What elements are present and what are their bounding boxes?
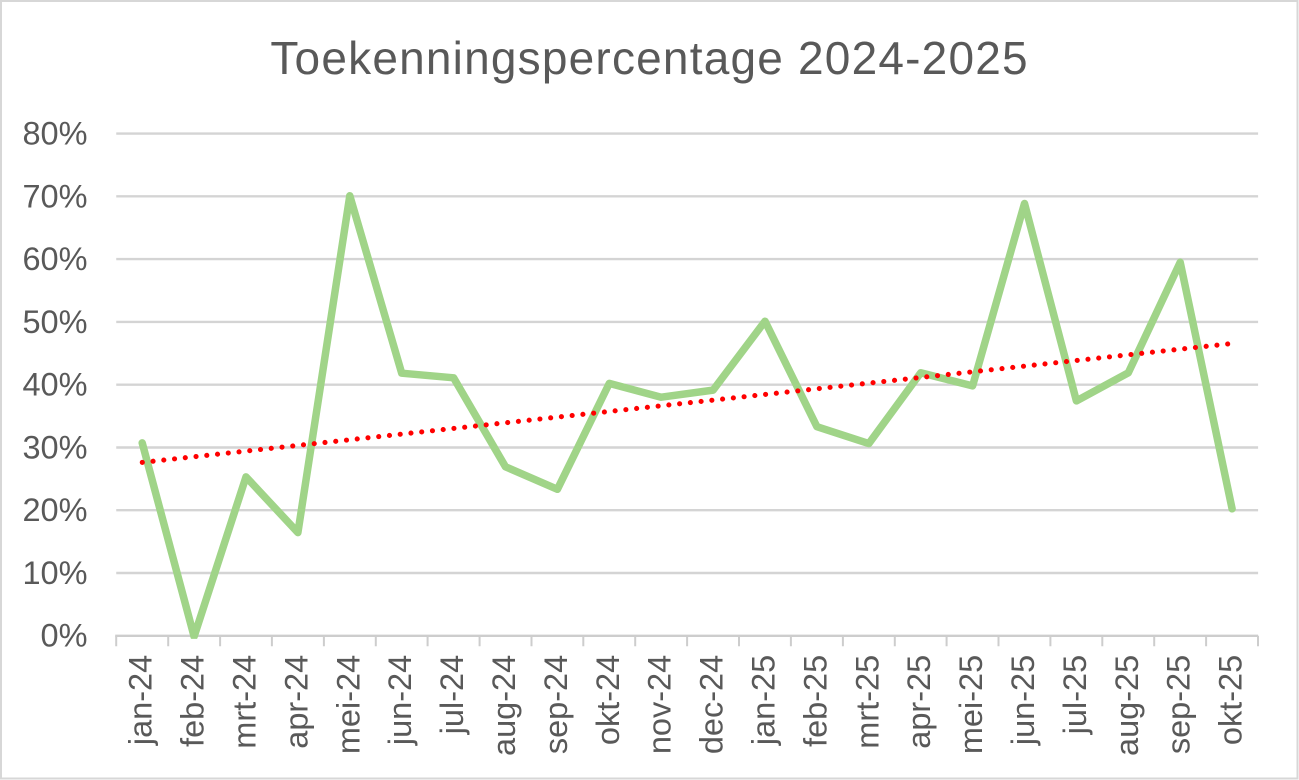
svg-text:jan-25: jan-25 bbox=[746, 655, 782, 746]
svg-text:sep-24: sep-24 bbox=[538, 655, 574, 754]
svg-text:10%: 10% bbox=[22, 555, 87, 591]
svg-text:aug-25: aug-25 bbox=[1109, 655, 1145, 756]
svg-text:okt-24: okt-24 bbox=[590, 655, 626, 745]
svg-text:20%: 20% bbox=[22, 492, 87, 528]
svg-text:40%: 40% bbox=[22, 367, 87, 403]
svg-text:sep-25: sep-25 bbox=[1161, 655, 1197, 754]
svg-text:jul-25: jul-25 bbox=[1057, 655, 1093, 736]
svg-text:nov-24: nov-24 bbox=[642, 655, 678, 754]
svg-text:dec-24: dec-24 bbox=[694, 655, 730, 754]
svg-text:30%: 30% bbox=[22, 429, 87, 465]
svg-text:mrt-25: mrt-25 bbox=[849, 655, 885, 749]
svg-text:apr-24: apr-24 bbox=[278, 655, 314, 749]
svg-text:Toekenningspercentage 2024-202: Toekenningspercentage 2024-2025 bbox=[270, 32, 1028, 84]
svg-text:mei-25: mei-25 bbox=[953, 655, 989, 754]
svg-text:60%: 60% bbox=[22, 241, 87, 277]
svg-text:apr-25: apr-25 bbox=[901, 655, 937, 749]
svg-text:okt-25: okt-25 bbox=[1213, 655, 1249, 745]
svg-text:0%: 0% bbox=[41, 618, 88, 654]
svg-text:feb-24: feb-24 bbox=[175, 655, 211, 747]
svg-text:80%: 80% bbox=[22, 116, 87, 152]
svg-text:aug-24: aug-24 bbox=[486, 655, 522, 756]
svg-text:jun-25: jun-25 bbox=[1005, 655, 1041, 746]
svg-text:mrt-24: mrt-24 bbox=[227, 655, 263, 749]
svg-text:50%: 50% bbox=[22, 304, 87, 340]
svg-text:jul-24: jul-24 bbox=[434, 655, 470, 736]
svg-text:70%: 70% bbox=[22, 179, 87, 215]
svg-text:feb-25: feb-25 bbox=[797, 655, 833, 747]
svg-text:mei-24: mei-24 bbox=[330, 655, 366, 754]
svg-text:jun-24: jun-24 bbox=[382, 655, 418, 746]
svg-text:jan-24: jan-24 bbox=[123, 655, 159, 746]
